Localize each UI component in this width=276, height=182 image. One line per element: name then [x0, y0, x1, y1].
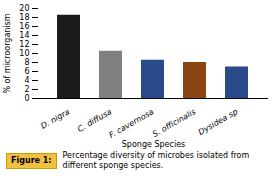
svg-text:2: 2	[24, 85, 29, 94]
svg-text:12: 12	[19, 40, 29, 49]
svg-text:Dysidea sp: Dysidea sp	[197, 107, 240, 137]
html-text:Figure 1:: Figure 1:	[11, 156, 52, 165]
svg-text:6: 6	[24, 67, 29, 76]
svg-text:F. cavernosa: F. cavernosa	[108, 107, 156, 140]
svg-text:% of microorganism: % of microorganism	[3, 13, 12, 93]
svg-text:S. officinalis: S. officinalis	[151, 107, 197, 139]
svg-text:20: 20	[19, 4, 29, 13]
svg-text:Sponge Species: Sponge Species	[122, 140, 185, 149]
svg-text:D. nigra: D. nigra	[39, 107, 71, 131]
svg-text:0: 0	[24, 94, 29, 103]
svg-text:16: 16	[19, 22, 29, 31]
svg-text:14: 14	[19, 31, 29, 40]
svg-text:18: 18	[19, 13, 29, 22]
svg-text:10: 10	[19, 49, 29, 58]
svg-text:4: 4	[24, 76, 29, 85]
svg-text:8: 8	[24, 58, 29, 67]
html-text:Percentage diversity of microb: Percentage diversity of microbes isolate…	[62, 151, 250, 170]
svg-text:C. diffusa: C. diffusa	[76, 107, 113, 134]
